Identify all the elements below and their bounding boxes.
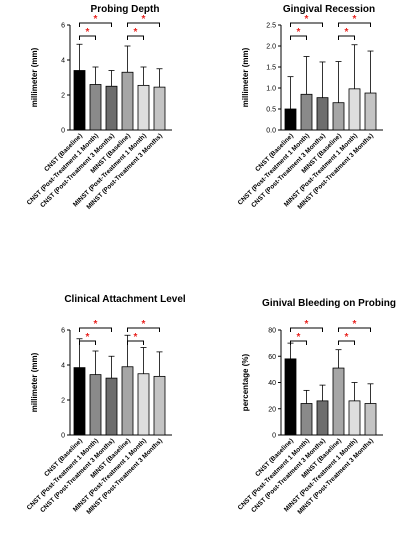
y-tick-label: 0 <box>272 433 276 440</box>
significance-bracket <box>338 22 371 27</box>
significance-star: * <box>134 27 138 38</box>
y-tick-label: 6 <box>61 328 65 335</box>
bar-3 <box>105 377 118 436</box>
y-axis-label: millimeter (mm) <box>241 47 250 107</box>
y-tick-label: 2.0 <box>266 44 276 51</box>
significance-star: * <box>353 14 357 25</box>
bar-5 <box>348 88 361 131</box>
y-tick-label: 4 <box>61 363 65 370</box>
y-tick-label: 0 <box>61 433 65 440</box>
significance-bracket <box>79 35 96 40</box>
significance-star: * <box>297 27 301 38</box>
bar-3 <box>316 400 329 436</box>
significance-star: * <box>345 332 349 343</box>
bar-1 <box>73 367 86 436</box>
significance-bracket <box>79 340 96 345</box>
bar-5 <box>137 373 150 436</box>
chart-title: Gingival Recession <box>283 4 375 15</box>
bar-3 <box>105 85 118 131</box>
chart-panel-3: Clinical Attachment Level millimeter (mm)… <box>26 294 186 516</box>
bar-2 <box>300 403 313 436</box>
significance-bracket <box>338 340 355 345</box>
significance-star: * <box>305 14 309 25</box>
significance-star: * <box>142 319 146 330</box>
significance-bracket <box>290 22 323 27</box>
bar-3 <box>316 97 329 131</box>
y-tick-label: 1.0 <box>266 86 276 93</box>
y-tick-label: 0.5 <box>266 107 276 114</box>
bar-6 <box>364 403 377 436</box>
y-tick-label: 4 <box>61 58 65 65</box>
significance-bracket <box>127 35 144 40</box>
bar-4 <box>121 366 134 436</box>
chart-panel-4: Ginival Bleeding on Probing percentage (%… <box>237 298 396 516</box>
bar-6 <box>153 86 166 131</box>
y-tick-label: 2.5 <box>266 23 276 30</box>
y-tick-label: 80 <box>268 328 276 335</box>
bar-6 <box>364 92 377 131</box>
bar-2 <box>89 374 102 436</box>
significance-bracket <box>127 22 160 27</box>
chart-title: Probing Depth <box>91 4 160 15</box>
bar-5 <box>348 400 361 436</box>
y-tick-label: 20 <box>268 406 276 413</box>
significance-bracket <box>79 327 112 332</box>
y-axis-label: millimeter (mm) <box>30 352 39 412</box>
y-tick-label: 0 <box>61 128 65 135</box>
bar-4 <box>121 71 134 131</box>
significance-bracket <box>290 327 323 332</box>
chart-title: Clinical Attachment Level <box>64 294 186 305</box>
significance-star: * <box>142 14 146 25</box>
chart-title: Ginival Bleeding on Probing <box>262 298 396 309</box>
bar-5 <box>137 84 150 131</box>
significance-star: * <box>297 332 301 343</box>
significance-bracket <box>127 340 144 345</box>
significance-bracket <box>338 327 371 332</box>
y-tick-label: 0.0 <box>266 128 276 135</box>
bar-1 <box>284 108 297 131</box>
significance-bracket <box>127 327 160 332</box>
y-tick-label: 2 <box>61 93 65 100</box>
significance-star: * <box>86 332 90 343</box>
significance-star: * <box>94 14 98 25</box>
bar-1 <box>73 70 86 131</box>
significance-star: * <box>134 332 138 343</box>
significance-star: * <box>353 319 357 330</box>
bar-2 <box>300 93 313 131</box>
significance-bracket <box>338 35 355 40</box>
significance-star: * <box>345 27 349 38</box>
significance-star: * <box>305 319 309 330</box>
y-axis-label: percentage (%) <box>241 353 250 411</box>
bar-2 <box>89 84 102 131</box>
significance-bracket <box>290 340 307 345</box>
bar-1 <box>284 358 297 436</box>
y-tick-label: 6 <box>61 23 65 30</box>
bar-4 <box>332 102 345 131</box>
significance-star: * <box>86 27 90 38</box>
chart-panel-2: Gingival Recession millimeter (mm) 0.0 0.5 1… <box>237 4 383 211</box>
y-tick-label: 60 <box>268 354 276 361</box>
y-tick-label: 2 <box>61 398 65 405</box>
significance-bracket <box>290 35 307 40</box>
y-tick-label: 1.5 <box>266 65 276 72</box>
significance-bracket <box>79 22 112 27</box>
y-tick-label: 40 <box>268 380 276 387</box>
y-axis-label: millimeter (mm) <box>30 47 39 107</box>
significance-star: * <box>94 319 98 330</box>
bar-4 <box>332 367 345 436</box>
bar-6 <box>153 375 166 436</box>
